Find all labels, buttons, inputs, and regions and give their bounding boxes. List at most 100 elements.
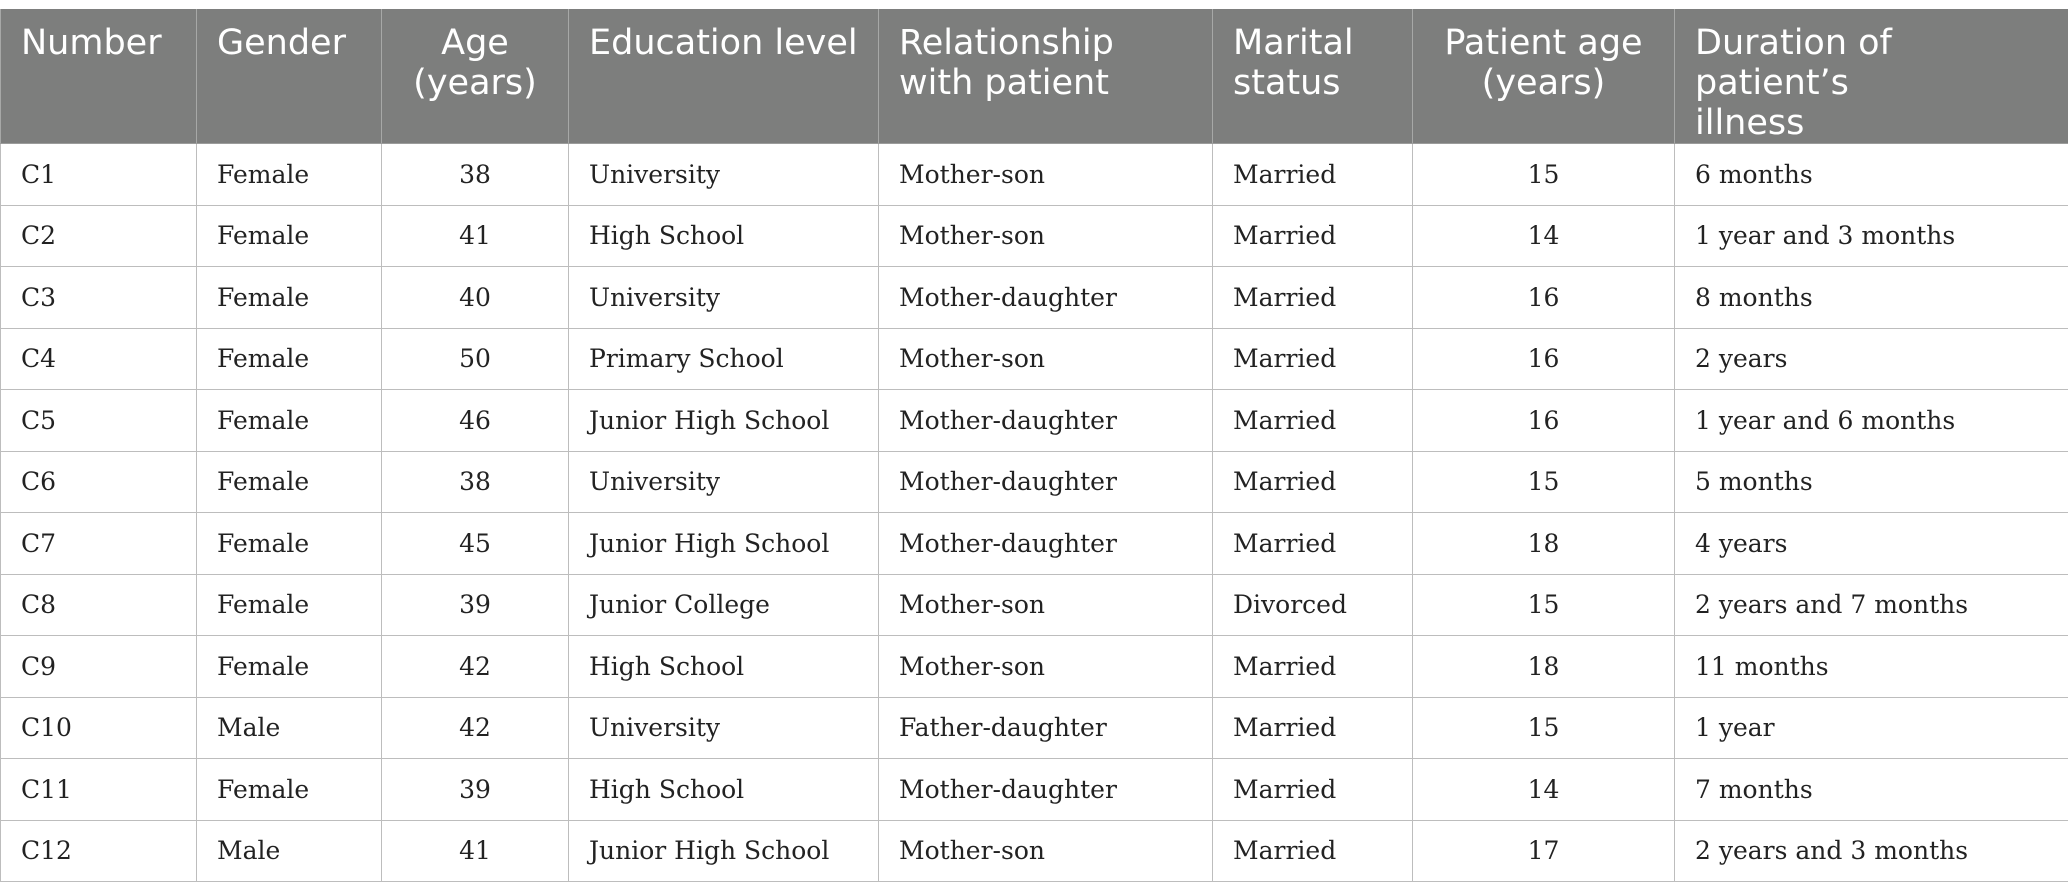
illness-duration-cell: 7 months bbox=[1675, 759, 2068, 821]
number-cell: C4 bbox=[1, 328, 197, 390]
marital-status-cell: Married bbox=[1213, 513, 1413, 575]
patient-age-cell: 16 bbox=[1413, 328, 1675, 390]
marital-status-cell: Married bbox=[1213, 451, 1413, 513]
patient-age-cell: 18 bbox=[1413, 636, 1675, 698]
age-cell: 40 bbox=[382, 267, 569, 329]
education-cell: Primary School bbox=[569, 328, 879, 390]
gender-cell: Female bbox=[197, 636, 382, 698]
relationship-cell: Mother-son bbox=[879, 144, 1213, 206]
patient-age-cell: 15 bbox=[1413, 144, 1675, 206]
education-cell: University bbox=[569, 267, 879, 329]
gender-header: Gender bbox=[197, 9, 382, 144]
patient-age-cell: 16 bbox=[1413, 390, 1675, 452]
patient-age-cell: 17 bbox=[1413, 820, 1675, 882]
patient-age-cell: 16 bbox=[1413, 267, 1675, 329]
patient-age-cell: 14 bbox=[1413, 205, 1675, 267]
number-cell: C12 bbox=[1, 820, 197, 882]
illness-duration-cell: 2 years and 7 months bbox=[1675, 574, 2068, 636]
illness-duration-cell: 1 year and 3 months bbox=[1675, 205, 2068, 267]
age-cell: 38 bbox=[382, 451, 569, 513]
age-cell: 46 bbox=[382, 390, 569, 452]
illness-duration-cell: 1 year bbox=[1675, 697, 2068, 759]
marital-status-cell: Married bbox=[1213, 759, 1413, 821]
relationship-cell: Mother-son bbox=[879, 636, 1213, 698]
header-line: with patient bbox=[899, 63, 1192, 103]
education-cell: High School bbox=[569, 636, 879, 698]
gender-cell: Female bbox=[197, 205, 382, 267]
patient-age-cell: 18 bbox=[1413, 513, 1675, 575]
relationship-cell: Mother-son bbox=[879, 328, 1213, 390]
relationship-cell: Mother-son bbox=[879, 205, 1213, 267]
number-cell: C5 bbox=[1, 390, 197, 452]
education-cell: Junior High School bbox=[569, 390, 879, 452]
education-cell: University bbox=[569, 697, 879, 759]
illness-duration-cell: 11 months bbox=[1675, 636, 2068, 698]
number-header: Number bbox=[1, 9, 197, 144]
education-cell: Junior High School bbox=[569, 820, 879, 882]
marital-status-cell: Married bbox=[1213, 390, 1413, 452]
number-cell: C7 bbox=[1, 513, 197, 575]
number-cell: C3 bbox=[1, 267, 197, 329]
gender-cell: Female bbox=[197, 390, 382, 452]
education-cell: University bbox=[569, 451, 879, 513]
illness-duration-cell: 2 years bbox=[1675, 328, 2068, 390]
patient-age-cell: 15 bbox=[1413, 697, 1675, 759]
age-cell: 41 bbox=[382, 820, 569, 882]
marital-status-cell: Married bbox=[1213, 636, 1413, 698]
education-level-header: Education level bbox=[569, 9, 879, 144]
relationship-cell: Father-daughter bbox=[879, 697, 1213, 759]
number-cell: C9 bbox=[1, 636, 197, 698]
marital-status-cell: Divorced bbox=[1213, 574, 1413, 636]
gender-cell: Female bbox=[197, 144, 382, 206]
age-cell: 45 bbox=[382, 513, 569, 575]
header-line: status bbox=[1233, 63, 1392, 103]
gender-cell: Female bbox=[197, 267, 382, 329]
marital-status-cell: Married bbox=[1213, 267, 1413, 329]
header-line: Gender bbox=[217, 23, 361, 63]
marital-status-cell: Married bbox=[1213, 205, 1413, 267]
marital-status-cell: Married bbox=[1213, 697, 1413, 759]
header-line: (years) bbox=[1433, 63, 1654, 103]
illness-duration-cell: 1 year and 6 months bbox=[1675, 390, 2068, 452]
age-cell: 39 bbox=[382, 574, 569, 636]
patient-age-header: Patient age(years) bbox=[1413, 9, 1675, 144]
education-cell: High School bbox=[569, 759, 879, 821]
illness-duration-cell: 4 years bbox=[1675, 513, 2068, 575]
header-line: Patient age bbox=[1433, 23, 1654, 63]
number-cell: C6 bbox=[1, 451, 197, 513]
relationship-cell: Mother-daughter bbox=[879, 451, 1213, 513]
relationship-cell: Mother-son bbox=[879, 820, 1213, 882]
header-line: (years) bbox=[402, 63, 548, 103]
relationship-cell: Mother-daughter bbox=[879, 513, 1213, 575]
education-cell: Junior College bbox=[569, 574, 879, 636]
patient-age-cell: 15 bbox=[1413, 574, 1675, 636]
header-line: Marital bbox=[1233, 23, 1392, 63]
relationship-cell: Mother-daughter bbox=[879, 390, 1213, 452]
gender-cell: Female bbox=[197, 451, 382, 513]
patient-age-cell: 14 bbox=[1413, 759, 1675, 821]
marital-status-cell: Married bbox=[1213, 328, 1413, 390]
patient-age-cell: 15 bbox=[1413, 451, 1675, 513]
marital-status-cell: Married bbox=[1213, 144, 1413, 206]
age-header: Age(years) bbox=[382, 9, 569, 144]
header-line: Education level bbox=[589, 23, 858, 63]
age-cell: 50 bbox=[382, 328, 569, 390]
age-cell: 42 bbox=[382, 636, 569, 698]
header-line: Age bbox=[402, 23, 548, 63]
gender-cell: Female bbox=[197, 328, 382, 390]
illness-duration-cell: 8 months bbox=[1675, 267, 2068, 329]
